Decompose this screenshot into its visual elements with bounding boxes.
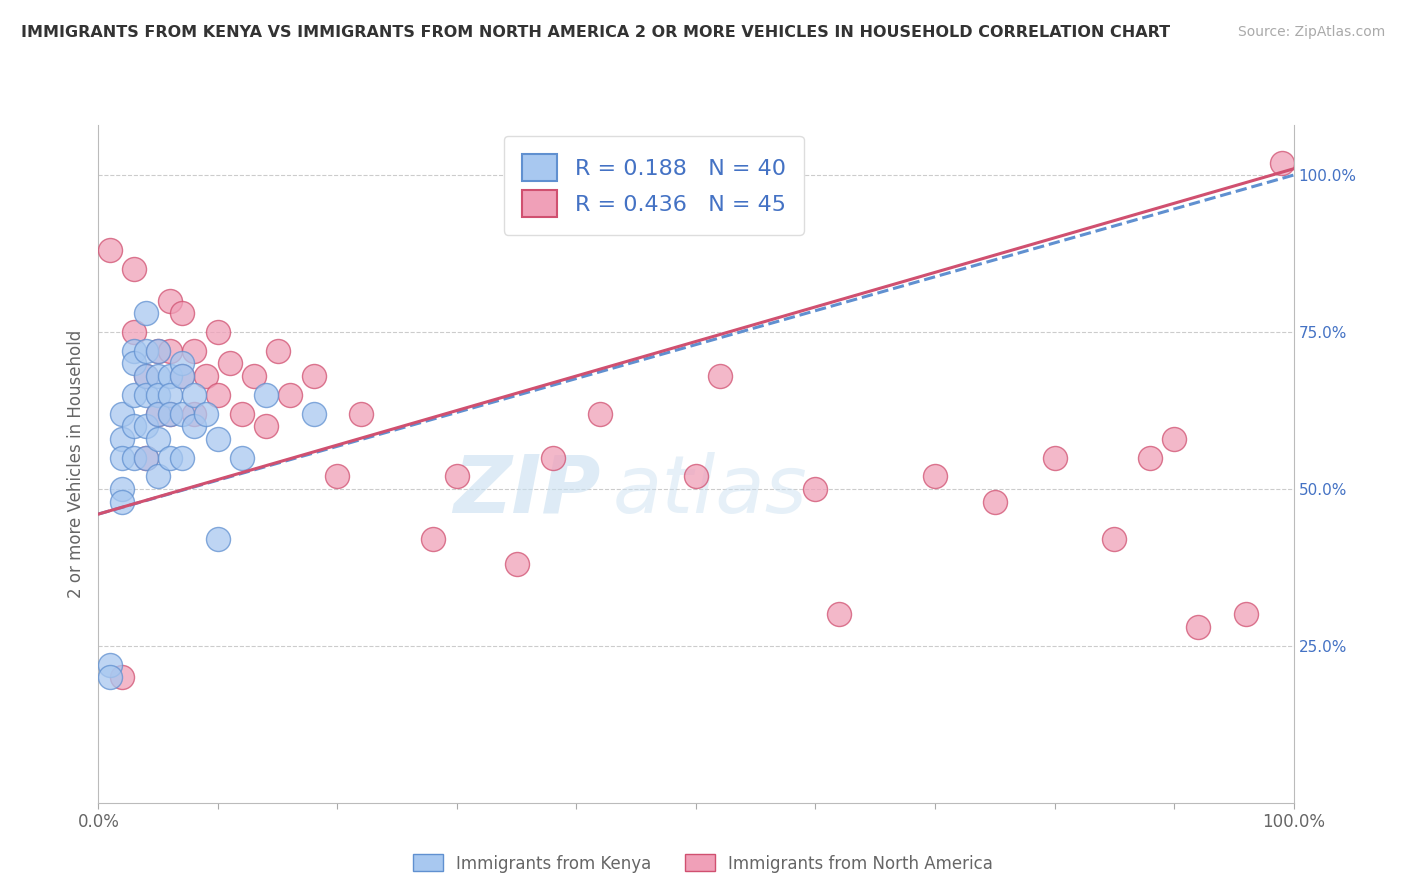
Point bbox=[219, 356, 242, 370]
Point bbox=[111, 407, 134, 421]
Point bbox=[243, 368, 266, 383]
Point bbox=[111, 432, 134, 446]
Point bbox=[267, 343, 290, 358]
Point bbox=[135, 368, 157, 383]
Point bbox=[172, 368, 194, 383]
Point bbox=[98, 244, 122, 258]
Point bbox=[183, 407, 205, 421]
Point bbox=[159, 293, 181, 308]
Point bbox=[124, 388, 146, 402]
Point bbox=[589, 407, 612, 421]
Point bbox=[194, 368, 218, 383]
Point bbox=[231, 407, 253, 421]
Point bbox=[124, 262, 146, 277]
Point bbox=[159, 343, 181, 358]
Point bbox=[541, 450, 564, 465]
Point bbox=[984, 494, 1007, 508]
Point bbox=[302, 368, 325, 383]
Point bbox=[172, 356, 194, 370]
Point bbox=[207, 325, 229, 339]
Point bbox=[183, 343, 205, 358]
Point bbox=[350, 407, 373, 421]
Point bbox=[148, 469, 170, 483]
Point bbox=[183, 419, 205, 434]
Point bbox=[98, 657, 122, 672]
Point bbox=[183, 388, 205, 402]
Point bbox=[506, 558, 529, 572]
Point bbox=[148, 368, 170, 383]
Point bbox=[124, 356, 146, 370]
Point bbox=[207, 432, 229, 446]
Point bbox=[1187, 620, 1209, 634]
Point bbox=[804, 482, 827, 496]
Point bbox=[1271, 155, 1294, 169]
Point bbox=[111, 450, 134, 465]
Point bbox=[302, 407, 325, 421]
Point bbox=[148, 432, 170, 446]
Point bbox=[172, 407, 194, 421]
Point bbox=[135, 450, 157, 465]
Point bbox=[828, 607, 851, 622]
Point bbox=[685, 469, 707, 483]
Point bbox=[135, 450, 157, 465]
Point bbox=[924, 469, 946, 483]
Point bbox=[159, 450, 181, 465]
Point bbox=[159, 407, 181, 421]
Point bbox=[446, 469, 468, 483]
Point bbox=[422, 532, 444, 546]
Point bbox=[135, 388, 157, 402]
Point bbox=[111, 670, 134, 684]
Text: IMMIGRANTS FROM KENYA VS IMMIGRANTS FROM NORTH AMERICA 2 OR MORE VEHICLES IN HOU: IMMIGRANTS FROM KENYA VS IMMIGRANTS FROM… bbox=[21, 25, 1170, 40]
Point bbox=[172, 450, 194, 465]
Point bbox=[148, 407, 170, 421]
Point bbox=[207, 388, 229, 402]
Point bbox=[278, 388, 301, 402]
Point bbox=[135, 306, 157, 320]
Point bbox=[124, 419, 146, 434]
Point bbox=[148, 343, 170, 358]
Point bbox=[254, 388, 277, 402]
Point bbox=[709, 368, 731, 383]
Point bbox=[124, 450, 146, 465]
Point bbox=[111, 482, 134, 496]
Legend: R = 0.188   N = 40, R = 0.436   N = 45: R = 0.188 N = 40, R = 0.436 N = 45 bbox=[503, 136, 804, 235]
Y-axis label: 2 or more Vehicles in Household: 2 or more Vehicles in Household bbox=[66, 330, 84, 598]
Point bbox=[207, 532, 229, 546]
Point bbox=[172, 306, 194, 320]
Point bbox=[135, 419, 157, 434]
Text: atlas: atlas bbox=[613, 452, 807, 530]
Point bbox=[148, 407, 170, 421]
Point bbox=[148, 388, 170, 402]
Text: Source: ZipAtlas.com: Source: ZipAtlas.com bbox=[1237, 25, 1385, 39]
Point bbox=[111, 494, 134, 508]
Text: ZIP: ZIP bbox=[453, 452, 600, 530]
Point bbox=[124, 343, 146, 358]
Point bbox=[135, 368, 157, 383]
Point bbox=[124, 325, 146, 339]
Point bbox=[231, 450, 253, 465]
Point bbox=[1139, 450, 1161, 465]
Point bbox=[98, 670, 122, 684]
Point bbox=[1234, 607, 1257, 622]
Legend: Immigrants from Kenya, Immigrants from North America: Immigrants from Kenya, Immigrants from N… bbox=[406, 847, 1000, 880]
Point bbox=[1102, 532, 1125, 546]
Point bbox=[1043, 450, 1066, 465]
Point bbox=[159, 407, 181, 421]
Point bbox=[135, 343, 157, 358]
Point bbox=[172, 368, 194, 383]
Point bbox=[194, 407, 218, 421]
Point bbox=[326, 469, 349, 483]
Point bbox=[1163, 432, 1185, 446]
Point bbox=[159, 388, 181, 402]
Point bbox=[254, 419, 277, 434]
Point bbox=[159, 368, 181, 383]
Point bbox=[148, 343, 170, 358]
